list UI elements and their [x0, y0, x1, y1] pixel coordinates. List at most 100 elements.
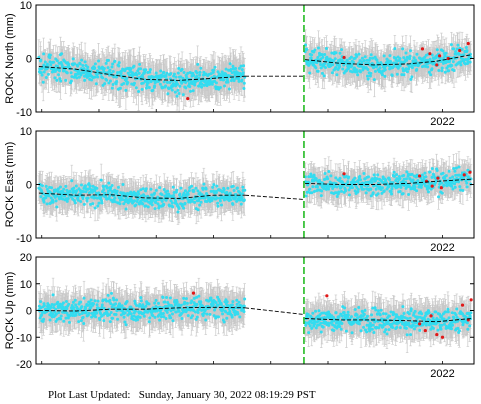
data-point	[212, 68, 216, 72]
data-point	[356, 73, 360, 77]
data-point	[412, 56, 416, 60]
data-point	[148, 68, 152, 72]
data-points	[37, 43, 473, 98]
data-point	[355, 70, 359, 74]
data-point	[110, 86, 114, 90]
data-point	[137, 90, 141, 94]
data-point	[178, 84, 182, 88]
data-point	[426, 65, 430, 69]
data-point	[229, 79, 233, 83]
data-point	[451, 60, 455, 64]
data-point	[177, 66, 181, 70]
data-point	[239, 64, 243, 68]
data-point	[78, 62, 82, 66]
data-point	[388, 54, 392, 58]
data-point	[117, 61, 121, 65]
data-point	[119, 69, 123, 73]
data-point	[408, 54, 412, 58]
data-point	[60, 52, 64, 56]
data-point	[413, 63, 417, 67]
data-point	[452, 47, 456, 51]
data-point	[104, 61, 108, 65]
highlight-point	[420, 47, 425, 51]
data-point	[373, 69, 377, 73]
data-point	[383, 68, 387, 72]
data-point	[110, 65, 114, 69]
data-point	[313, 48, 317, 52]
data-point	[126, 80, 130, 84]
data-point	[383, 74, 387, 78]
data-point	[108, 68, 112, 72]
data-point	[345, 58, 349, 62]
model-line	[305, 54, 472, 66]
data-point	[224, 67, 228, 71]
data-point	[366, 77, 370, 81]
highlight-point	[435, 63, 439, 67]
data-point	[330, 71, 334, 75]
data-point	[392, 64, 396, 68]
data-point	[395, 72, 399, 76]
data-point	[94, 82, 98, 86]
data-point	[113, 59, 117, 63]
data-point	[429, 73, 433, 77]
data-point	[199, 66, 203, 70]
data-point	[320, 71, 324, 75]
data-point	[58, 69, 62, 73]
data-point	[464, 58, 468, 62]
data-point	[358, 70, 362, 74]
data-point	[176, 71, 180, 75]
data-point	[196, 62, 200, 66]
data-point	[184, 86, 188, 90]
data-point	[138, 62, 142, 66]
data-point	[86, 65, 90, 69]
data-point	[180, 67, 184, 71]
data-point	[149, 80, 153, 84]
data-point	[404, 67, 408, 71]
data-point	[97, 59, 101, 63]
data-point	[338, 65, 342, 69]
data-point	[211, 70, 215, 74]
data-point	[310, 53, 314, 57]
data-point	[107, 81, 111, 85]
data-point	[39, 58, 43, 62]
data-point	[188, 85, 192, 89]
data-point	[333, 57, 337, 61]
data-point	[40, 73, 44, 77]
data-point	[462, 53, 466, 57]
data-point	[449, 43, 453, 47]
data-point	[64, 78, 68, 82]
data-point	[195, 71, 199, 75]
data-point	[48, 53, 52, 57]
data-point	[189, 89, 193, 93]
data-point	[242, 81, 246, 85]
data-point	[80, 58, 84, 62]
data-point	[400, 73, 404, 77]
chart-panel-1: 10 0 -10 2022 ROCK North (mm)	[4, 0, 475, 128]
data-point	[193, 83, 197, 87]
model-line	[38, 66, 246, 81]
data-point	[164, 84, 168, 88]
data-point	[401, 47, 405, 51]
data-point	[53, 76, 57, 80]
data-point	[122, 82, 126, 86]
data-point	[43, 60, 47, 64]
data-point	[326, 59, 330, 63]
highlight-point	[186, 97, 190, 101]
data-point	[116, 71, 120, 75]
y-axis-label: ROCK North (mm)	[4, 13, 16, 103]
data-point	[158, 82, 162, 86]
data-point	[368, 74, 372, 78]
data-point	[430, 67, 434, 71]
data-point	[162, 80, 166, 84]
data-point	[48, 60, 52, 64]
data-point	[241, 71, 245, 75]
data-point	[407, 65, 411, 69]
data-point	[89, 69, 93, 73]
data-point	[166, 80, 170, 84]
data-point	[198, 70, 202, 74]
data-point	[106, 58, 110, 62]
data-point	[118, 86, 122, 90]
data-point	[148, 70, 152, 74]
plot-area	[37, 131, 473, 238]
data-point	[146, 81, 150, 85]
